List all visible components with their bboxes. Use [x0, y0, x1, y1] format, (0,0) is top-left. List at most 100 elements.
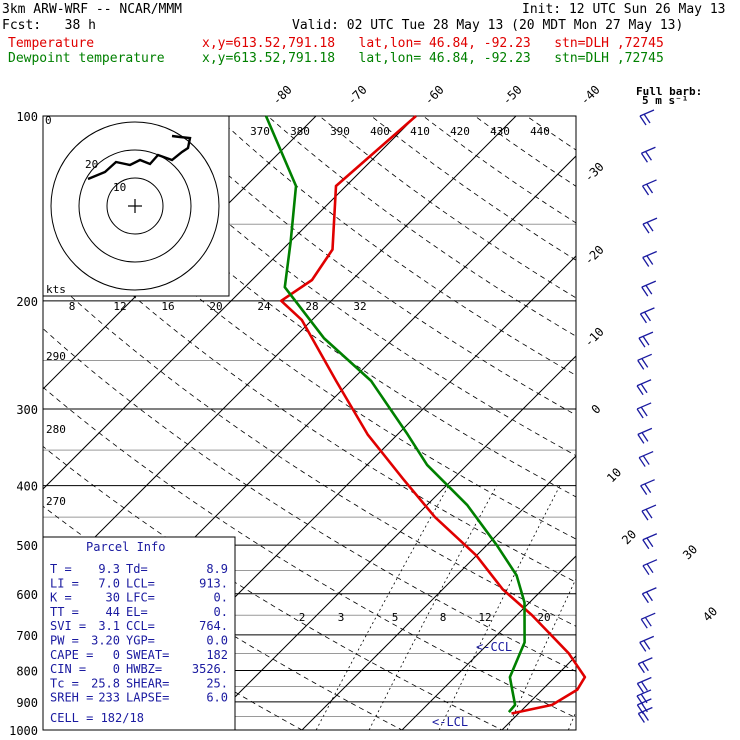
wind-barb-flag	[642, 539, 650, 550]
parcel-value: 0.	[214, 591, 228, 605]
hodograph-ring	[106, 177, 164, 235]
hodograph-units: kts	[46, 283, 66, 296]
lcl-marker: <-LCL	[432, 715, 468, 729]
valid-time: Valid: 02 UTC Tue 28 May 13 (20 MDT Mon …	[292, 18, 684, 33]
model-title: 3km ARW-WRF -- NCAR/MMM	[2, 2, 183, 17]
isotherm	[401, 555, 576, 730]
wind-barb-flag	[645, 591, 653, 602]
dry-adiabat	[43, 269, 576, 627]
hodograph-ring-label: 20	[85, 158, 98, 171]
pressure-label: 400	[16, 480, 38, 494]
isotherm-label: -30	[582, 160, 607, 185]
wind-barb-flag	[637, 359, 645, 370]
isotherm-label: -70	[345, 83, 370, 108]
parcel-key: HWBZ=	[126, 662, 162, 676]
wind-barb-flag	[644, 150, 652, 161]
wind-barb-staff	[639, 635, 655, 643]
parcel-value: 3.1	[98, 619, 120, 633]
mixing-ratio-top-label: 16	[161, 300, 174, 313]
theta-label: 430	[490, 125, 510, 138]
wind-barb-staff	[640, 479, 655, 487]
temperature-legend: Temperature	[8, 36, 95, 51]
wind-barb-flag	[641, 510, 649, 521]
wind-barb-staff	[637, 676, 652, 685]
parcel-value: 233	[98, 691, 120, 705]
wind-barb-flag	[641, 432, 649, 442]
wind-barb-flag	[646, 255, 654, 265]
parcel-value: 764.	[199, 619, 228, 633]
mixing-ratio-label: 5	[392, 611, 399, 624]
isotherm	[301, 455, 576, 730]
parcel-value: 0.0	[206, 634, 228, 648]
wind-barb-flag	[640, 681, 648, 691]
theta-side-label: 270	[46, 495, 66, 508]
wind-barb-flag	[644, 483, 652, 494]
wind-barb-flag	[638, 457, 646, 467]
isotherm	[43, 116, 517, 590]
wind-barb-flag	[637, 434, 645, 444]
wind-barb-flag	[646, 563, 654, 574]
parcel-info-panel: Parcel Info T = 9.3 Td= 8.9 LI = 7.0 LCL= 913. K…	[42, 536, 236, 731]
mixing-ratio-top-label: 24	[257, 300, 271, 313]
wind-barb-flag	[645, 508, 653, 519]
wind-barb-staff	[636, 379, 652, 387]
parcel-value: 6.0	[206, 691, 228, 705]
parcel-key: SVI =	[50, 619, 86, 633]
wind-barb-staff	[640, 612, 656, 620]
wind-barb-staff	[642, 250, 657, 259]
wind-barb-flag	[638, 337, 646, 348]
isotherm-label: -40	[578, 83, 603, 108]
mixing-ratio-top-label: 20	[209, 300, 222, 313]
mixing-ratio-line	[568, 710, 576, 730]
dry-adiabat	[526, 116, 576, 151]
forecast-hour: Fcst: 38 h	[2, 18, 96, 33]
wind-barb-staff	[636, 689, 652, 697]
wind-barb-staff	[637, 427, 653, 435]
parcel-key: K =	[50, 591, 72, 605]
wind-barb-flag	[639, 642, 647, 652]
wind-barb-flag	[642, 257, 650, 267]
isotherm	[43, 116, 417, 490]
theta-label: 380	[290, 125, 310, 138]
wind-barb-flag	[636, 408, 644, 419]
sounding-profiles	[264, 115, 587, 715]
dry-adiabat	[43, 211, 576, 583]
mixing-ratio-line	[368, 485, 497, 730]
dry-adiabat	[319, 116, 576, 299]
theta-label: 400	[370, 125, 390, 138]
parcel-key: LFC=	[126, 591, 155, 605]
isotherm-label: -10	[582, 325, 607, 350]
wind-barb-staff	[642, 587, 657, 595]
parcel-key: LCL=	[126, 576, 155, 590]
mixing-ratio-label: 8	[440, 611, 447, 624]
parcel-key: Td=	[126, 562, 148, 576]
wind-barb-flag	[640, 152, 648, 163]
parcel-key: EL=	[126, 605, 148, 619]
isotherm-label: 30	[680, 542, 700, 562]
isotherm	[702, 116, 740, 730]
mixing-ratio-top-label: 28	[305, 300, 318, 313]
wind-barb-flag	[644, 616, 652, 627]
wind-barb-flag	[636, 385, 644, 396]
dry-adiabat	[474, 116, 576, 187]
isotherm	[501, 655, 576, 730]
pressure-label: 300	[16, 403, 38, 417]
wind-barb-staff	[637, 353, 652, 361]
parcel-value: 7.0	[98, 576, 120, 590]
parcel-key: CAPE =	[50, 648, 93, 662]
mixing-ratio-top-label: 32	[353, 300, 366, 313]
isotherm-label: -50	[500, 83, 525, 108]
wind-barb-staff	[636, 402, 652, 410]
dry-adiabat	[112, 116, 576, 457]
pressure-label: 700	[16, 629, 38, 643]
parcel-key: CCL=	[126, 619, 155, 633]
pressure-label: 100	[16, 110, 38, 124]
theta-label: 410	[410, 125, 430, 138]
isotherm	[201, 355, 576, 730]
wind-barb-flag	[642, 565, 650, 576]
wind-barb-staff	[642, 179, 657, 187]
parcel-value: 0	[113, 662, 120, 676]
parcel-key: CIN =	[50, 662, 86, 676]
isotherm-label: -60	[422, 83, 447, 108]
